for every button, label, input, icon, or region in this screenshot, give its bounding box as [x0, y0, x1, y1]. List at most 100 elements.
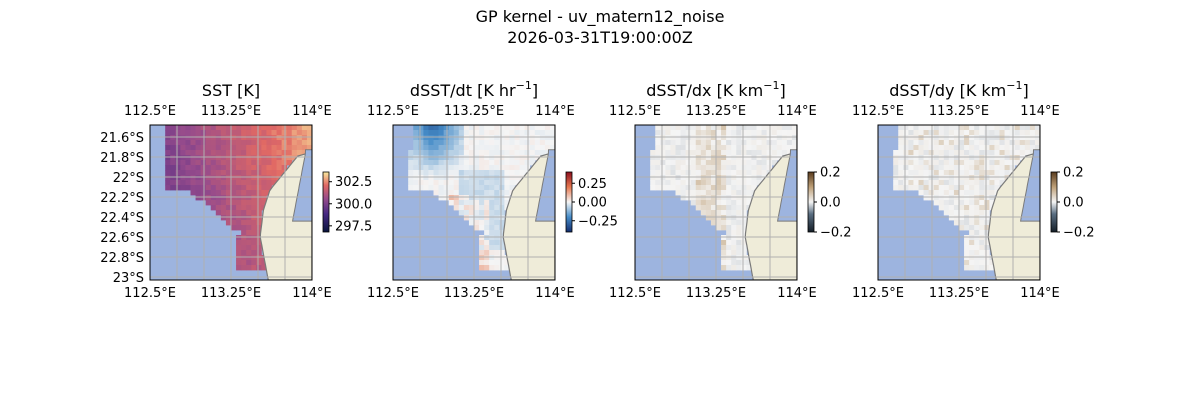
heatmap-cell — [938, 205, 945, 211]
heatmap-cell — [1014, 150, 1021, 156]
heatmap-cell — [180, 175, 186, 181]
heatmap-cell — [489, 165, 495, 171]
heatmap-cell — [261, 265, 267, 271]
heatmap-cell — [266, 130, 272, 136]
heatmap-cell — [746, 160, 752, 166]
colorbar-tick-label: 300.0 — [335, 197, 372, 212]
heatmap-cell — [984, 210, 990, 216]
heatmap-cell — [165, 185, 171, 191]
heatmap-cell — [458, 190, 465, 196]
heatmap-cell — [474, 210, 480, 216]
heatmap-cell — [499, 220, 505, 226]
heatmap-cell — [923, 145, 930, 151]
heatmap-cell — [756, 160, 762, 166]
heatmap-cell — [933, 195, 940, 201]
heatmap-cell — [236, 265, 242, 271]
heatmap-cell — [989, 160, 995, 166]
heatmap-cell — [474, 150, 480, 156]
heatmap-cell — [943, 135, 950, 141]
heatmap-cell — [969, 225, 975, 231]
heatmap-cell — [731, 260, 737, 266]
heatmap-cell — [443, 150, 450, 156]
heatmap-cell — [195, 170, 202, 176]
heatmap-cell — [700, 180, 707, 186]
heatmap-cell — [210, 155, 217, 161]
heatmap-cell — [479, 125, 485, 131]
heatmap-cell — [655, 175, 661, 181]
heatmap-cell — [241, 240, 247, 246]
heatmap-cell — [726, 205, 732, 211]
heatmap-cell — [650, 180, 656, 186]
heatmap-cell — [933, 180, 940, 186]
heatmap-cell — [165, 130, 171, 136]
heatmap-cell — [746, 260, 752, 266]
heatmap-cell — [210, 190, 217, 196]
heatmap-cell — [489, 170, 495, 176]
heatmap-cell — [256, 255, 262, 261]
heatmap-cell — [231, 205, 237, 211]
heatmap-cell — [200, 135, 207, 141]
heatmap-cell — [979, 165, 985, 171]
heatmap-cell — [256, 245, 262, 251]
heatmap-cell — [948, 200, 955, 206]
heatmap-cell — [438, 165, 445, 171]
heatmap-cell — [776, 155, 783, 161]
heatmap-cell — [499, 170, 505, 176]
heatmap-cell — [974, 255, 980, 261]
heatmap-cell — [700, 165, 707, 171]
heatmap-cell — [220, 190, 227, 196]
heatmap-cell — [1004, 160, 1011, 166]
bay-water — [1020, 149, 1040, 222]
heatmap-cell — [413, 180, 419, 186]
heatmap-cell — [695, 160, 702, 166]
heatmap-cell — [474, 190, 480, 196]
heatmap-cell — [974, 225, 980, 231]
heatmap-cell — [964, 215, 970, 221]
heatmap-cell — [509, 150, 515, 156]
heatmap-cell — [721, 255, 727, 261]
heatmap-cell — [539, 135, 546, 141]
heatmap-cell — [514, 145, 520, 151]
heatmap-cell — [680, 125, 687, 131]
heatmap-cell — [231, 150, 237, 156]
heatmap-cell — [468, 195, 475, 201]
lon-tick-label-top: 114°E — [777, 104, 817, 119]
heatmap-cell — [170, 160, 176, 166]
lon-tick-label-top: 113.25°E — [929, 104, 989, 119]
heatmap-cell — [710, 145, 717, 151]
lon-tick-label-top: 112.5°E — [124, 104, 176, 119]
heatmap-cell — [514, 175, 520, 181]
heatmap-cell — [933, 140, 940, 146]
heatmap-cell — [685, 180, 692, 186]
heatmap-cell — [928, 165, 935, 171]
heatmap-cell — [180, 145, 186, 151]
heatmap-cell — [685, 165, 692, 171]
heatmap-cell — [185, 135, 191, 141]
heatmap-cell — [898, 125, 904, 131]
heatmap-cell — [726, 260, 732, 266]
heatmap-cell — [903, 155, 909, 161]
heatmap-cell — [969, 185, 975, 191]
heatmap-cell — [675, 175, 681, 181]
heatmap-cell — [989, 165, 995, 171]
heatmap-cell — [281, 160, 288, 166]
heatmap-cell — [964, 220, 970, 226]
heatmap-cell — [923, 190, 930, 196]
heatmap-cell — [453, 155, 460, 161]
heatmap-cell — [716, 185, 722, 191]
heatmap-cell — [695, 155, 702, 161]
heatmap-cell — [458, 200, 465, 206]
heatmap-cell — [721, 180, 727, 186]
heatmap-cell — [474, 220, 480, 226]
heatmap-cell — [236, 150, 242, 156]
heatmap-cell — [468, 180, 475, 186]
heatmap-cell — [979, 210, 985, 216]
heatmap-cell — [504, 145, 510, 151]
heatmap-cell — [504, 185, 510, 191]
heatmap-cell — [979, 160, 985, 166]
heatmap-cell — [261, 185, 267, 191]
heatmap-cell — [489, 195, 495, 201]
lon-tick-label-bottom: 112.5°E — [852, 286, 904, 301]
heatmap-cell — [974, 175, 980, 181]
heatmap-cell — [665, 180, 671, 186]
